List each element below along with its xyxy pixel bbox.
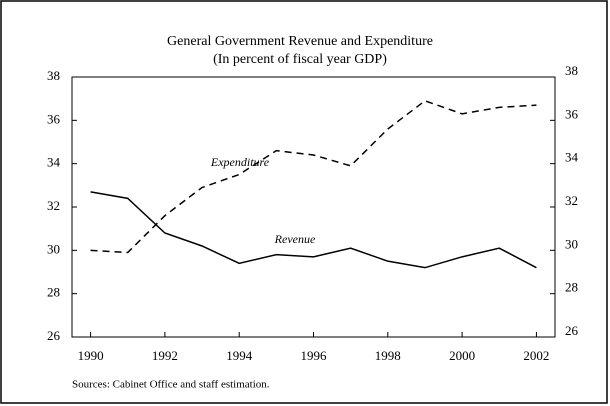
x-tick-label: 1998 [375, 348, 401, 363]
y-tick-label: 30 [47, 241, 60, 256]
x-tick-label: 1990 [78, 348, 104, 363]
series-annotation: Expenditure [210, 155, 270, 169]
x-tick-label: 1994 [226, 348, 253, 363]
y-tick-label: 34 [47, 155, 61, 170]
series-line [90, 99, 537, 254]
y2-tick-label: 38 [565, 63, 578, 78]
y2-tick-label: 26 [565, 323, 579, 338]
y-tick-label: 32 [47, 198, 60, 213]
chart-title: General Government Revenue and Expenditu… [167, 34, 433, 49]
y-tick-label: 28 [47, 285, 60, 300]
series-annotation: Revenue [274, 232, 316, 246]
source-note: Sources: Cabinet Office and staff estima… [72, 379, 270, 391]
y2-tick-label: 34 [565, 150, 579, 165]
y-tick-label: 38 [47, 68, 60, 83]
y2-tick-label: 36 [565, 106, 579, 121]
plot-area [71, 76, 556, 338]
y-tick-label: 36 [47, 111, 61, 126]
y2-tick-label: 32 [565, 193, 578, 208]
chart-subtitle: (In percent of fiscal year GDP) [213, 52, 387, 67]
y-tick-label: 26 [47, 328, 61, 343]
x-tick-label: 2002 [523, 348, 549, 363]
y2-tick-label: 30 [565, 236, 578, 251]
y2-tick-label: 28 [565, 280, 578, 295]
series-line [90, 191, 537, 269]
x-tick-label: 1992 [152, 348, 178, 363]
x-tick-label: 2000 [449, 348, 475, 363]
x-tick-label: 1996 [301, 348, 328, 363]
